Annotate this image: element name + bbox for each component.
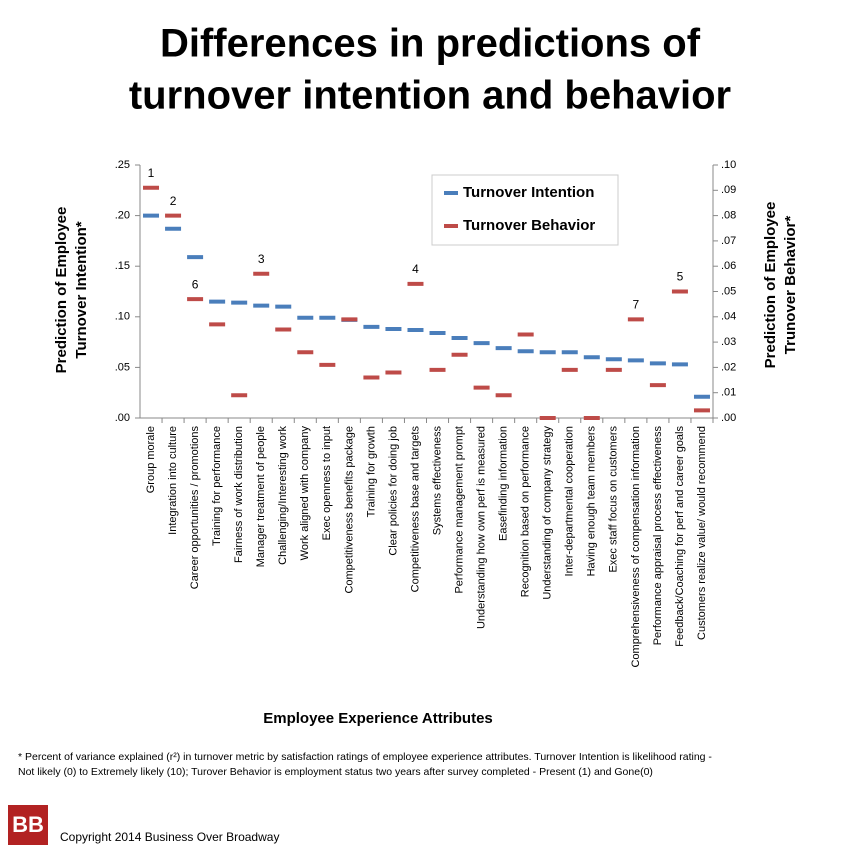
x-tick-label: Understanding of company strategy — [542, 426, 554, 600]
x-tick-label: Challenging/Interesting work — [277, 426, 289, 565]
chart-title: Differences in predictions of — [160, 22, 701, 66]
y-tick-label: .10 — [115, 311, 130, 323]
y-tick-label: .00 — [115, 412, 130, 424]
y2-tick-label: .03 — [721, 336, 736, 348]
annotation: 3 — [258, 252, 265, 266]
y-tick-label: .25 — [115, 159, 130, 171]
x-tick-label: Having enough team members — [586, 426, 598, 577]
y2-axis-title: Prediction of Employee — [762, 202, 779, 369]
footnote: * Percent of variance explained (r²) in … — [18, 751, 712, 763]
annotation: 6 — [192, 277, 199, 291]
logo-text: BB — [12, 812, 44, 837]
annotation: 5 — [677, 270, 684, 284]
y2-axis-title: Trunover Behavior* — [782, 216, 799, 355]
annotation: 1 — [148, 166, 155, 180]
y2-tick-label: .02 — [721, 361, 736, 373]
y2-tick-label: .05 — [721, 285, 736, 297]
y-axis-title: Turnover Intention* — [73, 221, 90, 358]
x-tick-label: Understanding how own perf is measured — [476, 426, 488, 629]
legend-label: Turnover Intention — [463, 184, 594, 201]
y2-tick-label: .04 — [721, 311, 736, 323]
y2-tick-label: .01 — [721, 387, 736, 399]
x-tick-label: Recognition based on performance — [520, 426, 532, 597]
x-tick-label: Group morale — [145, 426, 157, 493]
x-tick-label: Exec openness to input — [321, 426, 333, 540]
chart-title: turnover intention and behavior — [129, 74, 731, 118]
x-tick-label: Performance management prompt — [453, 426, 465, 594]
x-tick-label: Fairness of work distribution — [233, 426, 245, 563]
x-tick-label: Clear policies for doing job — [387, 426, 399, 556]
x-tick-label: Exec staff focus on customers — [608, 426, 620, 573]
y2-tick-label: .06 — [721, 260, 736, 272]
x-tick-label: Inter-departmental cooperation — [564, 426, 576, 576]
y-axis-title: Prediction of Employee — [53, 207, 70, 374]
x-tick-label: Work aligned with company — [299, 426, 311, 561]
y2-tick-label: .07 — [721, 235, 736, 247]
x-tick-label: Customers realize value/ would recommend — [696, 426, 708, 640]
annotation: 4 — [412, 262, 419, 276]
copyright: Copyright 2014 Business Over Broadway — [60, 830, 279, 844]
x-tick-label: Performance appraisal process effectiven… — [652, 426, 664, 646]
annotation: 2 — [170, 194, 177, 208]
footnote: Not likely (0) to Extremely likely (10);… — [18, 766, 653, 778]
x-tick-label: Competitiveness base and targets — [409, 426, 421, 593]
x-tick-label: Feedback/Coaching for perf and career go… — [674, 426, 686, 647]
x-tick-label: Comprehensiveness of compensation inform… — [630, 426, 642, 668]
x-tick-label: Training for performance — [211, 426, 223, 546]
x-tick-label: Systems effectiveness — [431, 426, 443, 536]
y2-tick-label: .09 — [721, 184, 736, 196]
y-tick-label: .15 — [115, 260, 130, 272]
x-tick-label: Manager treatment of people — [255, 426, 267, 567]
y2-tick-label: .00 — [721, 412, 736, 424]
y-tick-label: .20 — [115, 210, 130, 222]
x-axis-title: Employee Experience Attributes — [263, 710, 493, 727]
x-tick-label: Integration into culture — [167, 426, 179, 535]
legend-label: Turnover Behavior — [463, 217, 595, 234]
x-tick-label: Career opportunities / promotions — [189, 426, 201, 590]
logo — [8, 805, 48, 845]
x-tick-label: Competitiveness benefits package — [343, 426, 355, 594]
x-tick-label: Easefinding information — [498, 426, 510, 541]
y2-tick-label: .08 — [721, 210, 736, 222]
annotation: 7 — [633, 298, 640, 312]
y2-tick-label: .10 — [721, 159, 736, 171]
legend-box — [431, 174, 619, 246]
x-tick-label: Training for growth — [365, 426, 377, 517]
y-tick-label: .05 — [115, 361, 130, 373]
